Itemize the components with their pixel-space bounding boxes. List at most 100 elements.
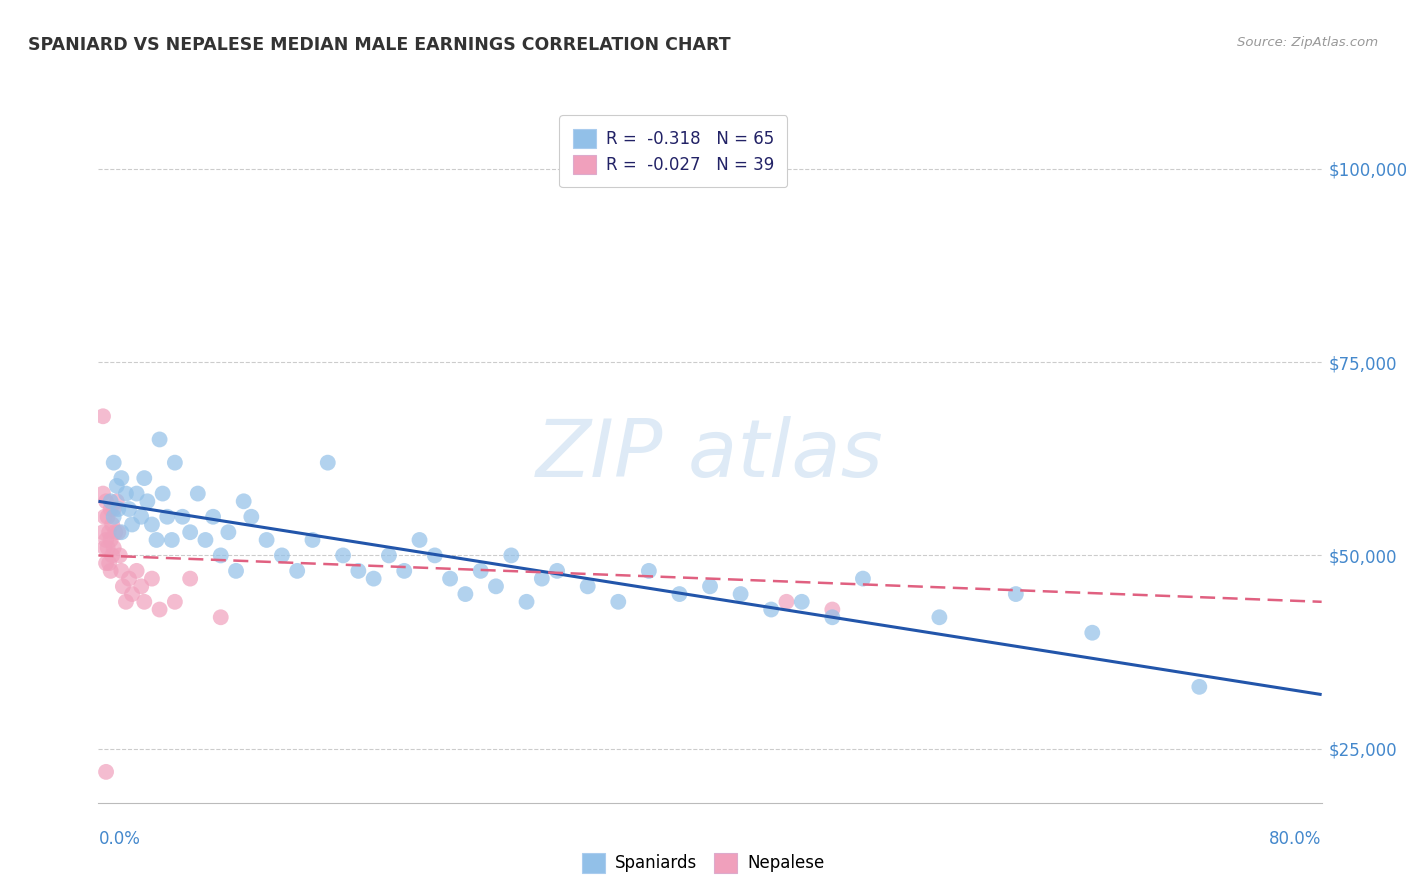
Point [423,549,446,563]
Point [118,502,141,516]
Point [100,564,122,578]
Point [217,525,239,540]
Point [730,587,752,601]
Text: Source: ZipAtlas.com: Source: ZipAtlas.com [1237,36,1378,49]
Point [129,579,152,593]
Point [145,533,167,547]
Point [392,564,416,578]
Point [115,486,138,500]
Point [332,549,354,563]
Point [202,509,225,524]
Point [121,517,143,532]
Text: 80.0%: 80.0% [1270,830,1322,848]
Point [110,525,132,540]
Point [209,610,232,624]
Point [129,509,152,524]
Point [163,456,186,470]
Point [1004,587,1026,601]
Point [607,595,630,609]
Point [530,572,553,586]
Point [98,525,121,540]
Point [134,471,156,485]
Point [179,525,201,540]
Point [93,541,115,555]
Point [97,541,120,555]
Point [152,486,174,500]
Y-axis label: Median Male Earnings: Median Male Earnings [0,371,7,539]
Point [408,533,430,547]
Point [103,502,125,516]
Text: ZIP atlas: ZIP atlas [536,416,884,494]
Point [821,602,844,616]
Point [100,533,122,547]
Point [91,525,114,540]
Point [775,595,797,609]
Point [163,595,186,609]
Point [1081,625,1104,640]
Point [637,564,661,578]
Point [470,564,492,578]
Point [110,471,132,485]
Point [668,587,690,601]
Point [141,572,163,586]
Point [91,486,114,500]
Point [101,517,124,532]
Point [156,509,179,524]
Point [501,549,523,563]
Point [378,549,401,563]
Point [179,572,201,586]
Point [454,587,477,601]
Point [363,572,385,586]
Point [125,564,148,578]
Point [316,456,339,470]
Point [115,595,138,609]
Point [93,509,115,524]
Point [546,564,568,578]
Point [209,549,232,563]
Point [439,572,461,586]
Point [94,533,117,547]
Point [105,494,128,508]
Point [101,549,124,563]
Point [852,572,875,586]
Legend: R =  -0.318   N = 65, R =  -0.027   N = 39: R = -0.318 N = 65, R = -0.027 N = 39 [560,115,787,187]
Point [485,579,508,593]
Point [347,564,370,578]
Point [100,494,122,508]
Point [94,764,117,779]
Text: SPANIARD VS NEPALESE MEDIAN MALE EARNINGS CORRELATION CHART: SPANIARD VS NEPALESE MEDIAN MALE EARNING… [28,36,731,54]
Point [107,502,129,516]
Point [790,595,813,609]
Point [111,579,134,593]
Point [576,579,599,593]
Point [141,517,163,532]
Legend: Spaniards, Nepalese: Spaniards, Nepalese [575,847,831,880]
Point [232,494,254,508]
Point [125,486,148,500]
Point [172,509,194,524]
Point [928,610,950,624]
Point [194,533,217,547]
Point [136,494,159,508]
Point [225,564,247,578]
Point [699,579,721,593]
Point [821,610,844,624]
Point [187,486,209,500]
Point [97,509,120,524]
Point [270,549,292,563]
Point [110,564,132,578]
Point [108,549,131,563]
Point [104,525,127,540]
Point [121,587,143,601]
Point [103,541,125,555]
Point [240,509,263,524]
Point [107,525,129,540]
Point [759,602,782,616]
Point [285,564,308,578]
Point [105,479,128,493]
Point [100,502,122,516]
Point [94,556,117,570]
Point [94,494,117,508]
Point [98,556,121,570]
Point [516,595,538,609]
